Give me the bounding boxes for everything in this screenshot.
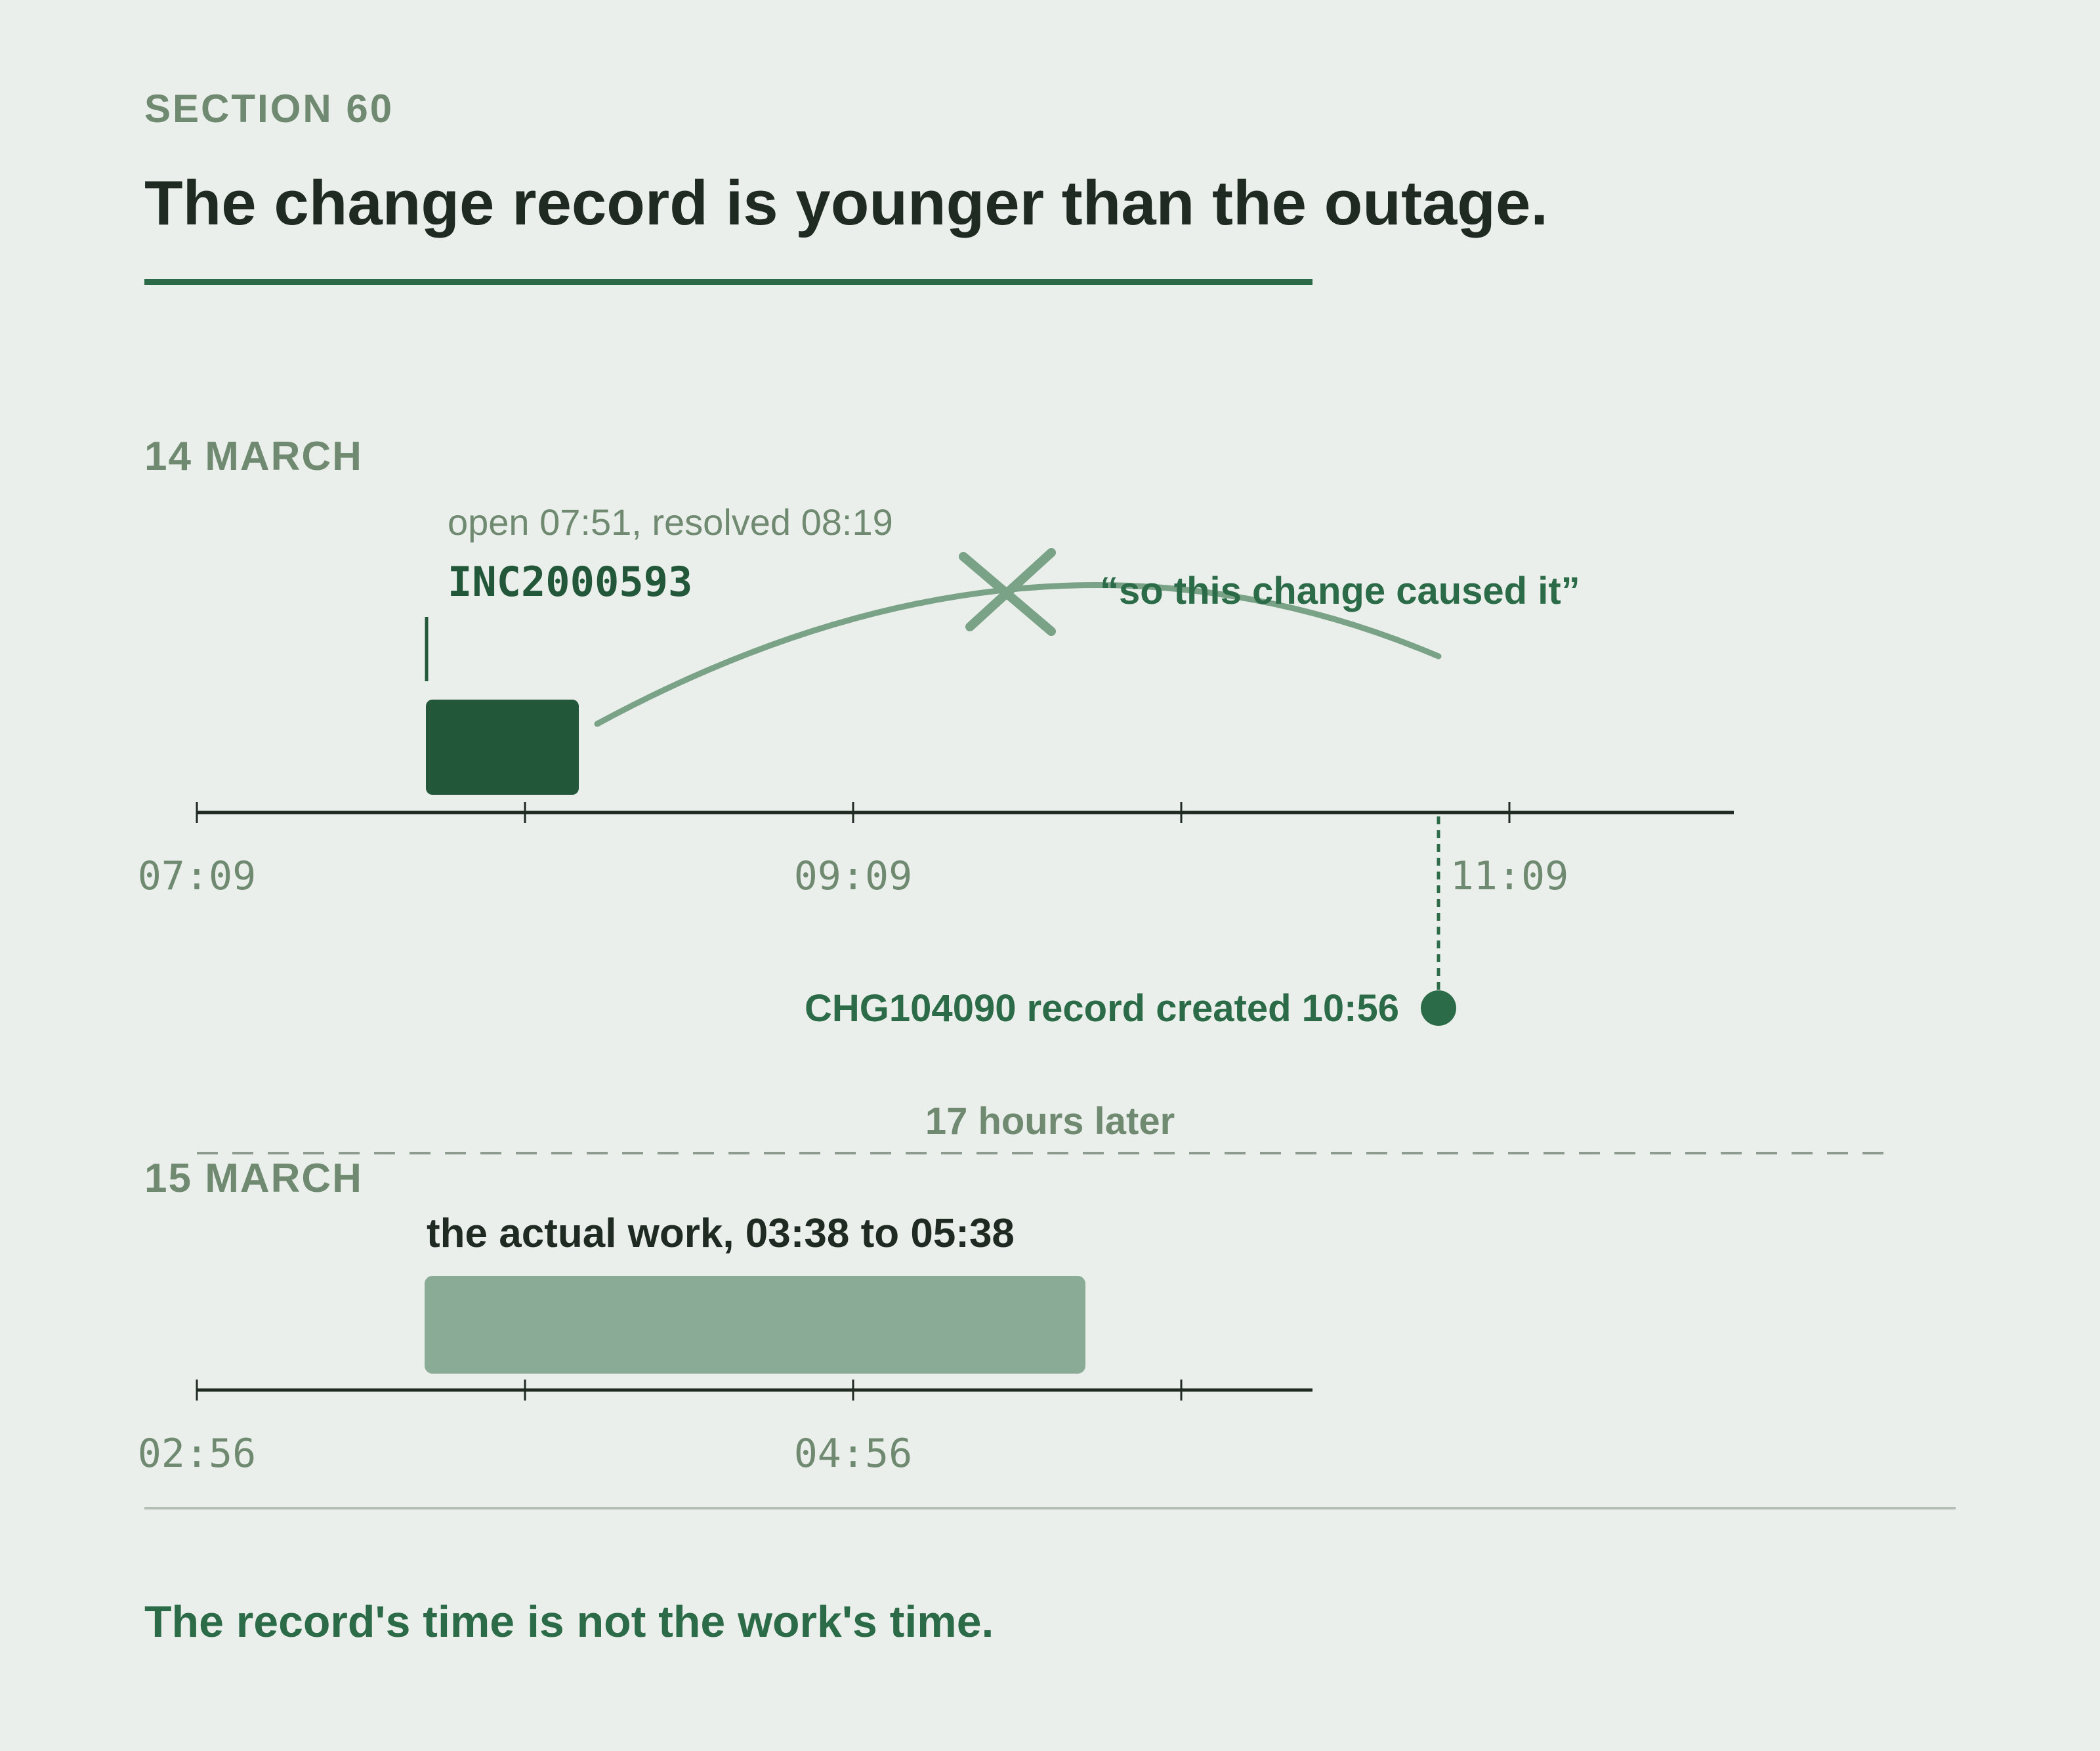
change-created-dot (1421, 990, 1456, 1026)
claim-quote: “so this change caused it” (1100, 570, 1580, 612)
incident-id: INC2000593 (448, 558, 692, 606)
day1-tick-label: 09:09 (794, 853, 913, 899)
change-created-label: CHG104090 record created 10:56 (805, 987, 1399, 1030)
day2-tick-label: 02:56 (138, 1431, 257, 1477)
causation-arc (594, 582, 1442, 727)
incident-times: open 07:51, resolved 08:19 (448, 501, 893, 543)
conclusion: The record's time is not the work's time… (144, 1597, 994, 1647)
incident-bar (426, 700, 579, 795)
gap-label: 17 hours later (925, 1100, 1175, 1143)
day1-label: 14 MARCH (144, 434, 363, 479)
day1-tick-label: 11:09 (1450, 853, 1569, 899)
title-underline (144, 279, 1312, 285)
day2-label: 15 MARCH (144, 1156, 363, 1201)
cross-out-icon (959, 548, 1056, 636)
day2-tick-label: 04:56 (794, 1431, 913, 1477)
day1-tick-label: 07:09 (138, 853, 257, 899)
page-title: The change record is younger than the ou… (144, 168, 1548, 238)
work-bar (425, 1276, 1085, 1374)
work-label: the actual work, 03:38 to 05:38 (427, 1211, 1015, 1256)
section-label: SECTION 60 (144, 87, 394, 131)
